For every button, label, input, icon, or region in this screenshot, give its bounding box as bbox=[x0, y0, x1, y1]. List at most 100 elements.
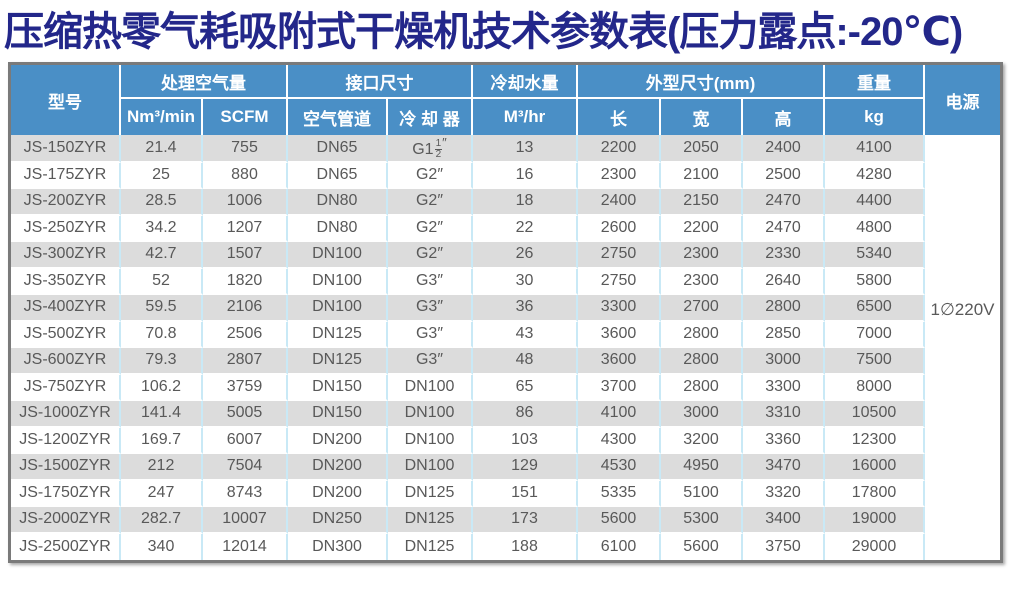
cell-weight-kg: 5340 bbox=[825, 242, 925, 269]
table-row: JS-2500ZYR 340 12014 DN300 DN125 188 6100 5600 3… bbox=[11, 533, 1000, 560]
cell-width: 2800 bbox=[661, 374, 743, 401]
cell-air-pipe: DN65 bbox=[288, 135, 388, 163]
cell-model: JS-350ZYR bbox=[11, 268, 121, 295]
cell-nm3-per-min: 42.7 bbox=[121, 242, 203, 269]
cell-cooler: DN125 bbox=[388, 480, 473, 507]
cell-cooling-water: 103 bbox=[473, 427, 578, 454]
cell-length: 3700 bbox=[578, 374, 661, 401]
cell-weight-kg: 8000 bbox=[825, 374, 925, 401]
cell-weight-kg: 10500 bbox=[825, 401, 925, 428]
cell-nm3-per-min: 25 bbox=[121, 162, 203, 189]
cell-height: 3360 bbox=[743, 427, 825, 454]
cell-cooling-water: 48 bbox=[473, 348, 578, 375]
cell-nm3-per-min: 59.5 bbox=[121, 295, 203, 322]
table-row: JS-1000ZYR 141.4 5005 DN150 DN100 86 4100 3000 3… bbox=[11, 401, 1000, 428]
cell-air-pipe: DN80 bbox=[288, 189, 388, 216]
cell-model: JS-500ZYR bbox=[11, 321, 121, 348]
cell-cooling-water: 86 bbox=[473, 401, 578, 428]
header-sub-height: 高 bbox=[743, 99, 825, 135]
cell-width: 5600 bbox=[661, 533, 743, 560]
cell-cooling-water: 173 bbox=[473, 507, 578, 534]
cell-nm3-per-min: 79.3 bbox=[121, 348, 203, 375]
table-body: JS-150ZYR 21.4 755 DN65 G1 1 2 ″ 13 2200 2050 2400 4… bbox=[11, 135, 1000, 560]
cell-scfm: 5005 bbox=[203, 401, 288, 428]
cell-length: 2600 bbox=[578, 215, 661, 242]
cell-cooling-water: 43 bbox=[473, 321, 578, 348]
table-row: JS-175ZYR 25 880 DN65 G2″ 16 2300 2100 2500 4280 bbox=[11, 162, 1000, 189]
cell-weight-kg: 17800 bbox=[825, 480, 925, 507]
cell-air-pipe: DN65 bbox=[288, 162, 388, 189]
cell-length: 2300 bbox=[578, 162, 661, 189]
cell-cooling-water: 151 bbox=[473, 480, 578, 507]
cell-cooler: DN125 bbox=[388, 507, 473, 534]
table-row: JS-250ZYR 34.2 1207 DN80 G2″ 22 2600 2200 2470 48… bbox=[11, 215, 1000, 242]
cell-width: 3200 bbox=[661, 427, 743, 454]
cell-air-pipe: DN80 bbox=[288, 215, 388, 242]
power-value-cell: 1∅220V bbox=[925, 135, 1000, 560]
cell-cooling-water: 129 bbox=[473, 454, 578, 481]
cell-height: 3470 bbox=[743, 454, 825, 481]
table-row: JS-150ZYR 21.4 755 DN65 G1 1 2 ″ 13 2200 2050 2400 4… bbox=[11, 135, 1000, 560]
cell-width: 2800 bbox=[661, 348, 743, 375]
cell-cooler: DN100 bbox=[388, 401, 473, 428]
cell-cooling-water: 36 bbox=[473, 295, 578, 322]
cell-cooler: G3″ bbox=[388, 268, 473, 295]
cell-nm3-per-min: 247 bbox=[121, 480, 203, 507]
cell-height: 2640 bbox=[743, 268, 825, 295]
cell-cooler: DN125 bbox=[388, 533, 473, 560]
cell-length: 3600 bbox=[578, 348, 661, 375]
cell-model: JS-600ZYR bbox=[11, 348, 121, 375]
cell-air-pipe: DN125 bbox=[288, 348, 388, 375]
cell-length: 2400 bbox=[578, 189, 661, 216]
table-row: JS-350ZYR 52 1820 DN100 G3″ 30 2750 2300 2640 580… bbox=[11, 268, 1000, 295]
cell-weight-kg: 16000 bbox=[825, 454, 925, 481]
cell-scfm: 2807 bbox=[203, 348, 288, 375]
cell-model: JS-1200ZYR bbox=[11, 427, 121, 454]
cell-nm3-per-min: 169.7 bbox=[121, 427, 203, 454]
cell-scfm: 8743 bbox=[203, 480, 288, 507]
cell-weight-kg: 6500 bbox=[825, 295, 925, 322]
cell-nm3-per-min: 21.4 bbox=[121, 135, 203, 163]
cell-air-pipe: DN200 bbox=[288, 480, 388, 507]
cell-nm3-per-min: 141.4 bbox=[121, 401, 203, 428]
header-row-groups: 型号 处理空气量 接口尺寸 冷却水量 外型尺寸(mm) 重量 电源 bbox=[11, 65, 1000, 135]
spec-table-container: 型号 处理空气量 接口尺寸 冷却水量 外型尺寸(mm) 重量 电源 Nm³/mi… bbox=[8, 62, 1003, 563]
cell-air-pipe: DN300 bbox=[288, 533, 388, 560]
cell-weight-kg: 4100 bbox=[825, 135, 925, 163]
page-title: 压缩热零气耗吸附式干燥机技术参数表(压力露点:-20℃) bbox=[4, 10, 963, 54]
cell-cooler: G2″ bbox=[388, 162, 473, 189]
cell-length: 3600 bbox=[578, 321, 661, 348]
cell-width: 2300 bbox=[661, 268, 743, 295]
header-group-air-capacity: 处理空气量 bbox=[121, 65, 288, 99]
cell-length: 5600 bbox=[578, 507, 661, 534]
cell-scfm: 880 bbox=[203, 162, 288, 189]
cell-cooler: DN100 bbox=[388, 454, 473, 481]
cell-height: 2850 bbox=[743, 321, 825, 348]
header-sub-nm3-per-min: Nm³/min bbox=[121, 99, 203, 135]
cell-scfm: 10007 bbox=[203, 507, 288, 534]
cell-width: 2300 bbox=[661, 242, 743, 269]
table-row: JS-200ZYR 28.5 1006 DN80 G2″ 18 2400 2150 2470 44… bbox=[11, 189, 1000, 216]
cell-height: 2470 bbox=[743, 215, 825, 242]
cell-width: 5100 bbox=[661, 480, 743, 507]
cell-air-pipe: DN150 bbox=[288, 401, 388, 428]
cell-scfm: 2506 bbox=[203, 321, 288, 348]
table-row: JS-600ZYR 79.3 2807 DN125 G3″ 48 3600 2800 3000 7… bbox=[11, 348, 1000, 375]
cell-weight-kg: 5800 bbox=[825, 268, 925, 295]
cell-length: 2750 bbox=[578, 242, 661, 269]
cell-scfm: 1507 bbox=[203, 242, 288, 269]
cell-model: JS-150ZYR bbox=[11, 135, 121, 163]
table-row: JS-750ZYR 106.2 3759 DN150 DN100 65 3700 2800 33… bbox=[11, 374, 1000, 401]
cell-scfm: 3759 bbox=[203, 374, 288, 401]
cell-length: 4300 bbox=[578, 427, 661, 454]
header-sub-length: 长 bbox=[578, 99, 661, 135]
header-power: 电源 bbox=[925, 65, 1000, 135]
cell-cooler: G2″ bbox=[388, 242, 473, 269]
cell-weight-kg: 4280 bbox=[825, 162, 925, 189]
cell-height: 3000 bbox=[743, 348, 825, 375]
cell-weight-kg: 12300 bbox=[825, 427, 925, 454]
cell-height: 3300 bbox=[743, 374, 825, 401]
cell-scfm: 1006 bbox=[203, 189, 288, 216]
cell-model: JS-750ZYR bbox=[11, 374, 121, 401]
